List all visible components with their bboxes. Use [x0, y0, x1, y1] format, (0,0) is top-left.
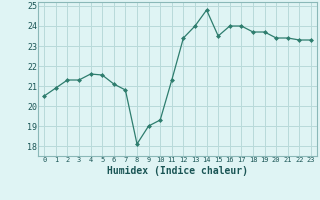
- X-axis label: Humidex (Indice chaleur): Humidex (Indice chaleur): [107, 166, 248, 176]
